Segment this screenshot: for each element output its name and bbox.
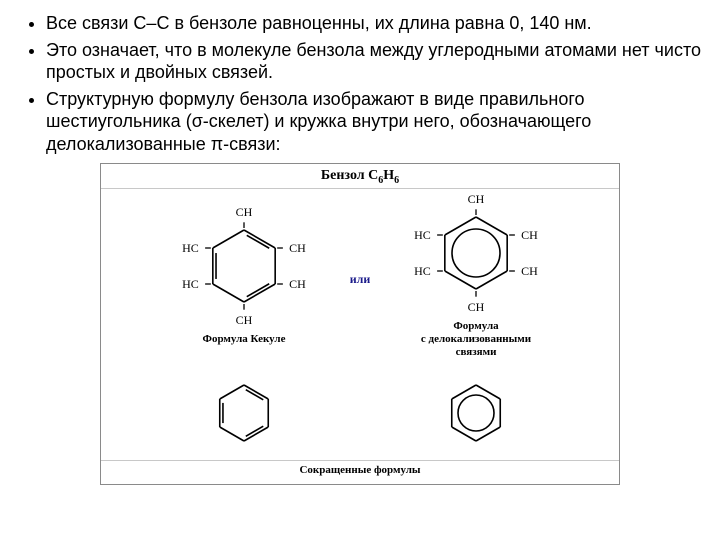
kekule-short-diagram [154, 373, 334, 453]
svg-text:CH: CH [468, 193, 485, 206]
svg-text:CH: CH [521, 228, 538, 242]
kekule-labeled-diagram: CH CH CH CH HC HC [154, 206, 334, 326]
svg-text:HC: HC [182, 277, 199, 291]
svg-text:HC: HC [414, 228, 431, 242]
kekule-caption: Формула Кекуле [154, 331, 334, 352]
deloc-caption: Формула с делокализованными связями [386, 318, 566, 366]
short-caption: Сокращенные формулы [101, 460, 619, 483]
deloc-short-diagram [386, 373, 566, 453]
bullet-3: Структурную формулу бензола изображают в… [46, 88, 702, 156]
svg-text:HC: HC [182, 241, 199, 255]
title-mid: H [383, 168, 394, 183]
svg-text:CH: CH [289, 277, 306, 291]
bullet-list: Все связи С–С в бензоле равноценны, их д… [18, 12, 702, 155]
kekule-labeled-cell: CH CH CH CH HC HC Формула Кекуле [154, 202, 334, 356]
svg-text:CH: CH [236, 313, 253, 326]
bullet-1: Все связи С–С в бензоле равноценны, их д… [46, 12, 702, 35]
deloc-labeled-cell: CH CH CH CH HC HC Формула с делокализованными… [386, 189, 566, 370]
figure-title: Бензол C6H6 [101, 164, 619, 189]
svg-text:CH: CH [521, 264, 538, 278]
figure-row-short [101, 369, 619, 462]
svg-text:HC: HC [414, 264, 431, 278]
kekule-short-cell [154, 369, 334, 462]
svg-text:CH: CH [236, 206, 253, 219]
deloc-labeled-diagram: CH CH CH CH HC HC [386, 193, 566, 313]
title-prefix: Бензол C [321, 168, 378, 183]
figure-row-labeled: CHCHCHCHHCHC Формула Кекуле или CHCHCHCH… [101, 189, 619, 370]
svg-text:CH: CH [289, 241, 306, 255]
title-sub2: 6 [394, 175, 399, 186]
svg-text:CH: CH [468, 300, 485, 313]
deloc-short-cell [386, 369, 566, 462]
bullet-2: Это означает, что в молекуле бензола меж… [46, 39, 702, 84]
sep-word: или [334, 272, 386, 287]
benzene-figure: Бензол C6H6 CHCHCHCHHCHC Формула Кекуле … [100, 163, 620, 485]
